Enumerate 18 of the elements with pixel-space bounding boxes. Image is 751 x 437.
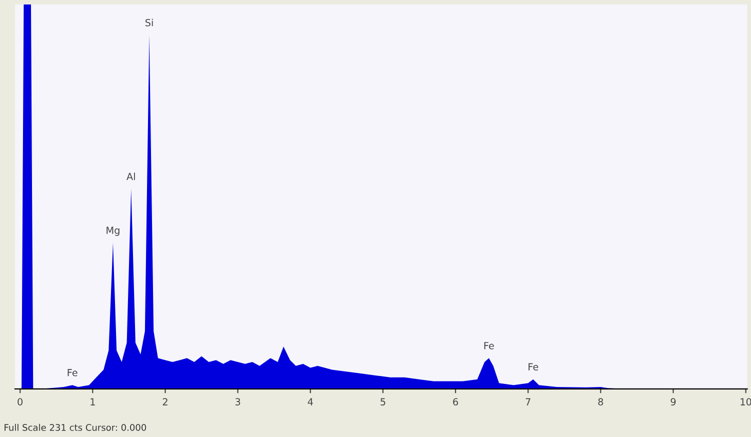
x-tick-label: 5 — [380, 398, 386, 406]
annotation: Fe — [528, 363, 538, 370]
x-tick-label: 1 — [90, 398, 95, 406]
x-tick-label: 2 — [162, 398, 168, 406]
x-tick-label: 7 — [526, 398, 530, 406]
annotation: Mg — [106, 226, 120, 236]
x-tick-label: 6 — [453, 398, 458, 406]
annotation: Fe — [484, 342, 494, 350]
x-tick-label: 8 — [598, 398, 604, 406]
x-tick-label: 10 — [740, 398, 751, 406]
x-tick-label: 4 — [308, 398, 313, 406]
annotation: Fe — [68, 369, 78, 376]
x-tick-label: 0 — [18, 398, 23, 406]
x-tick-label: 9 — [670, 398, 676, 406]
annotation: Al — [126, 172, 135, 180]
text: Full Scale 231 cts Cursor: 0.000 — [4, 424, 146, 431]
annotation: Si — [145, 18, 153, 26]
x-tick-label: 3 — [235, 398, 240, 406]
